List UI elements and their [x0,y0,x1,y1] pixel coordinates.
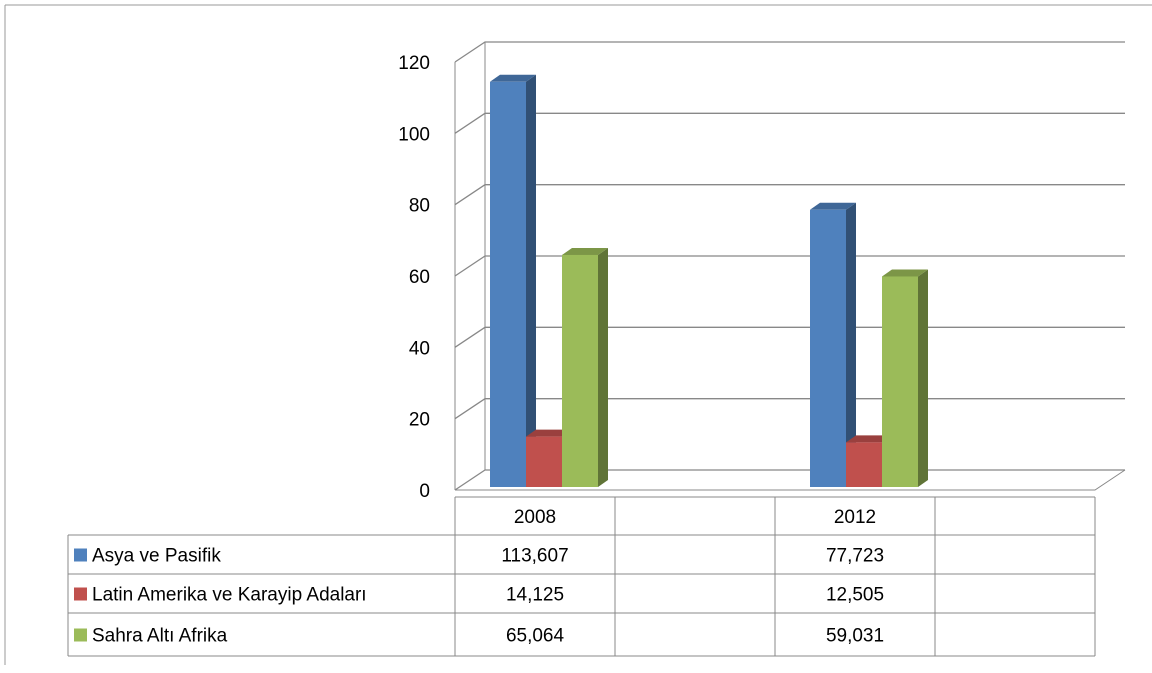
legend-swatch [74,587,87,601]
x-tick-label: 2008 [514,507,556,528]
bar [846,442,882,487]
y-tick-label: 100 [398,124,430,145]
bar-side [598,247,608,487]
bar-top [882,269,928,277]
bar-top [526,429,572,437]
bar-side [918,269,928,487]
bar-side [526,74,536,487]
bar-top [490,74,536,82]
legend-label: Asya ve Pasifik [92,546,221,567]
bar [490,81,526,487]
bar-top [846,435,892,443]
y-tick-label: 120 [398,53,430,74]
bar [526,436,562,487]
legend-swatch [74,548,87,562]
data-label: 65,064 [506,626,565,647]
grid-line [454,326,1125,348]
data-label: 59,031 [826,626,884,647]
y-tick-label: 20 [409,410,430,431]
grid-line [454,184,1125,206]
bar [810,209,846,487]
legend-swatch [74,628,87,642]
data-label: 77,723 [826,546,884,567]
data-label: 113,607 [501,546,568,567]
bar-top [562,247,608,255]
legend-label: Latin Amerika ve Karayip Adaları [92,585,367,606]
bar-top [810,202,856,210]
bar-side [846,202,856,487]
floor [455,469,1126,491]
x-tick-label: 2012 [834,507,876,528]
grid-line [454,398,1125,420]
grid-line [454,41,1125,63]
data-label: 12,505 [826,585,884,606]
grid-line [454,255,1125,277]
data-label: 14,125 [506,585,564,606]
bar [882,276,918,487]
y-tick-label: 60 [409,267,430,288]
legend-label: Sahra Altı Afrika [92,626,228,647]
y-tick-label: 40 [409,338,430,359]
grid-line [454,112,1125,134]
bar [562,254,598,487]
y-tick-label: 80 [409,196,430,217]
y-tick-label: 0 [419,481,430,502]
